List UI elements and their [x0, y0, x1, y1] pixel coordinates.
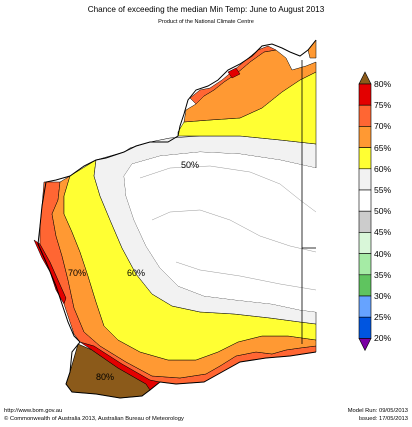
footer-url: http://www.bom.gov.au [4, 408, 63, 414]
contour-50c [175, 261, 317, 291]
footer-model-run: Model Run: 09/05/2013 [347, 408, 408, 414]
north-red-dot [227, 67, 241, 79]
footer-left: http://www.bom.gov.au © Commonwealth of … [4, 407, 184, 423]
label-60-percent: 60% [127, 268, 145, 278]
legend-label-30: 30% [374, 291, 392, 301]
legend-swatch-65 [358, 126, 372, 148]
legend-arrow-top [358, 71, 372, 85]
legend-label-75: 75% [374, 100, 392, 111]
legend-swatch-70 [358, 104, 372, 127]
zone-50-white [124, 152, 316, 312]
label-50-percent: 50% [181, 160, 199, 170]
legend-label-70: 70% [374, 121, 392, 132]
legend-swatch-55 [358, 168, 372, 191]
legend-label-35: 35% [374, 269, 392, 280]
legend-label-40: 40% [374, 248, 392, 259]
label-80-percent: 80% [96, 372, 114, 382]
legend-label-60: 60% [374, 163, 392, 174]
legend-label-50: 50% [374, 206, 392, 217]
legend-colorbar [358, 71, 372, 352]
legend-swatch-75 [358, 83, 372, 106]
legend-label-80: 80% [374, 79, 392, 89]
legend-label-55: 55% [374, 185, 392, 195]
legend-label-20: 20% [374, 333, 392, 344]
legend-arrow-bottom [358, 338, 372, 352]
legend-swatch-50 [358, 189, 372, 212]
contour-50 [139, 165, 317, 213]
legend-swatch-40 [358, 232, 372, 254]
legend-label-25: 25% [374, 312, 392, 323]
legend-swatch-35 [358, 253, 372, 276]
footer-issued: Issued: 17/05/2013 [358, 416, 408, 422]
coastline [37, 39, 317, 399]
legend-swatch-20 [358, 316, 372, 339]
legend-swatch-25 [358, 295, 372, 318]
legend-swatch-60 [358, 147, 372, 170]
legend-label-65: 65% [374, 142, 392, 153]
legend-swatch-45 [358, 210, 372, 233]
legend-label-45: 45% [374, 227, 392, 238]
label-70-percent: 70% [68, 268, 86, 278]
footer-right: Model Run: 09/05/2013 Issued: 17/05/2013 [348, 407, 408, 423]
map-title: Chance of exceeding the median Min Temp:… [87, 5, 325, 14]
legend-swatch-30 [358, 274, 372, 297]
footer-copyright: © Commonwealth of Australia 2013, Austra… [4, 416, 184, 422]
map-subtitle: Product of the National Climate Centre [158, 19, 254, 25]
contour-50b [151, 209, 317, 253]
